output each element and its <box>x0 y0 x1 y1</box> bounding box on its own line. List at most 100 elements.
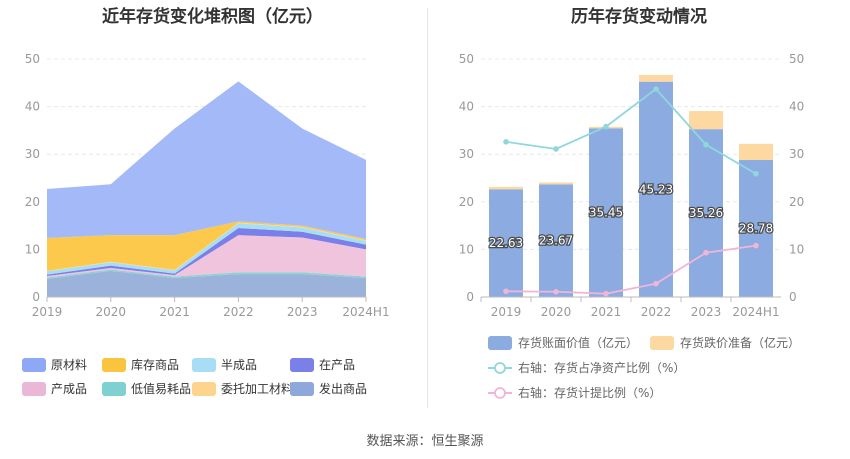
legend-item[interactable]: 原材料 <box>22 356 87 373</box>
legend-item[interactable]: 库存商品 <box>102 356 179 373</box>
legend-item[interactable]: 产成品 <box>22 380 87 397</box>
y2-tick-label: 40 <box>789 100 804 114</box>
bar-value-label: 45.23 <box>639 182 673 196</box>
bar-value-label: 35.26 <box>689 206 723 220</box>
panel-divider <box>427 8 428 408</box>
bar-stack <box>739 143 773 161</box>
line-point <box>653 86 659 92</box>
y-tick-label: 50 <box>25 52 40 66</box>
legend-label: 原材料 <box>51 358 88 372</box>
data-source: 数据来源：恒生聚源 <box>366 434 484 449</box>
y-tick-label: 0 <box>32 290 40 304</box>
legend-label: 存货账面价值（亿元） <box>518 336 639 350</box>
line-point <box>753 170 759 177</box>
area-series <box>47 227 366 277</box>
bar-stack <box>639 75 673 82</box>
legend-swatch <box>488 386 512 400</box>
line-point <box>503 139 509 145</box>
legend-label: 库存商品 <box>131 358 180 372</box>
legend-label: 右轴：存货占净资产比例（%） <box>518 361 686 375</box>
legend-swatch <box>488 335 512 350</box>
x-tick-label: 2021 <box>159 305 190 319</box>
area-series <box>47 223 366 275</box>
bar-value-label: 22.63 <box>489 236 523 250</box>
y-tick-label: 50 <box>459 52 474 66</box>
area-series <box>47 270 366 297</box>
bar <box>589 128 623 297</box>
legend-swatch <box>290 357 314 372</box>
area-series <box>47 222 366 272</box>
line-point <box>553 288 559 295</box>
legend-swatch <box>488 361 512 375</box>
right-chart-title: 历年存货变动情况 <box>571 7 707 27</box>
line-point <box>703 249 709 256</box>
left-chart-panel: 近年存货变化堆积图（亿元） 0 10 20 30 40 50 2019 2020 2021 202… <box>0 0 425 420</box>
right-chart-panel: 历年存货变动情况 0 0 10 10 20 20 30 30 40 40 50 50 22.63 23.6… <box>428 0 850 420</box>
line-point <box>603 290 609 297</box>
y2-tick-label: 50 <box>789 52 804 66</box>
bar <box>689 129 723 297</box>
legend-label: 发出商品 <box>319 382 368 396</box>
y-tick-label: 10 <box>25 242 40 256</box>
legend-item[interactable]: 发出商品 <box>290 380 367 397</box>
legend-label: 半成品 <box>221 358 258 372</box>
line-point <box>753 242 759 249</box>
bar <box>489 189 523 297</box>
line-series <box>505 87 757 175</box>
legend-item[interactable]: 右轴：存货占净资产比例（%） <box>488 359 685 376</box>
legend-label: 产成品 <box>51 382 88 396</box>
x-tick-label: 2024H1 <box>342 305 389 319</box>
legend-item[interactable]: 委托加工材料 <box>192 380 293 397</box>
x-tick-label: 2020 <box>96 305 127 319</box>
legend-swatch <box>102 381 126 396</box>
bar <box>639 81 673 297</box>
area-series <box>47 221 366 271</box>
y2-tick-label: 20 <box>789 195 804 209</box>
y-tick-label: 20 <box>25 195 40 209</box>
legend-swatch <box>290 381 314 396</box>
legend-label: 右轴：存货计提比例（%） <box>518 386 662 400</box>
bar-value-label: 35.45 <box>589 206 623 220</box>
line-point <box>653 280 659 287</box>
x-tick-label: 2019 <box>491 305 522 319</box>
bar-stack <box>489 186 523 190</box>
line-point <box>603 123 609 130</box>
left-stacked-area-chart: 0 10 20 30 40 50 2019 2020 2021 2022 2023 2024H1 <box>25 52 390 319</box>
legend-item[interactable]: 半成品 <box>192 356 257 373</box>
area-series <box>47 81 366 239</box>
legend-swatch <box>22 357 46 372</box>
line-series <box>505 244 757 295</box>
bar-stack <box>539 182 573 185</box>
legend-label: 委托加工材料 <box>221 382 294 396</box>
x-tick-label: 2019 <box>32 305 63 319</box>
y-tick-label: 40 <box>25 100 40 114</box>
y2-tick-label: 30 <box>789 147 804 161</box>
x-tick-label: 2021 <box>591 305 622 319</box>
line-point <box>503 288 509 295</box>
line-point <box>703 141 709 148</box>
legend-swatch <box>102 357 126 372</box>
y-tick-label: 10 <box>459 242 474 256</box>
legend-item[interactable]: 存货账面价值（亿元） <box>488 334 638 351</box>
legend-label: 低值易耗品 <box>131 382 192 396</box>
legend-item[interactable]: 在产品 <box>290 356 355 373</box>
y-tick-label: 0 <box>466 290 474 304</box>
legend-label: 在产品 <box>319 358 356 372</box>
left-chart-title: 近年存货变化堆积图（亿元） <box>102 7 323 27</box>
legend-item[interactable]: 低值易耗品 <box>102 380 191 397</box>
legend-item[interactable]: 存货跌价准备（亿元） <box>650 334 800 351</box>
y-tick-label: 20 <box>459 195 474 209</box>
area-series <box>47 235 366 278</box>
line-point <box>553 146 559 152</box>
legend-swatch <box>192 381 216 396</box>
area-series <box>47 269 366 279</box>
y2-tick-label: 10 <box>789 242 804 256</box>
y-tick-label: 30 <box>459 147 474 161</box>
y-tick-label: 40 <box>459 100 474 114</box>
y-tick-label: 30 <box>25 147 40 161</box>
x-tick-label: 2023 <box>691 305 722 319</box>
legend-swatch <box>650 335 674 350</box>
bar <box>539 184 573 297</box>
legend-item[interactable]: 右轴：存货计提比例（%） <box>488 384 661 401</box>
